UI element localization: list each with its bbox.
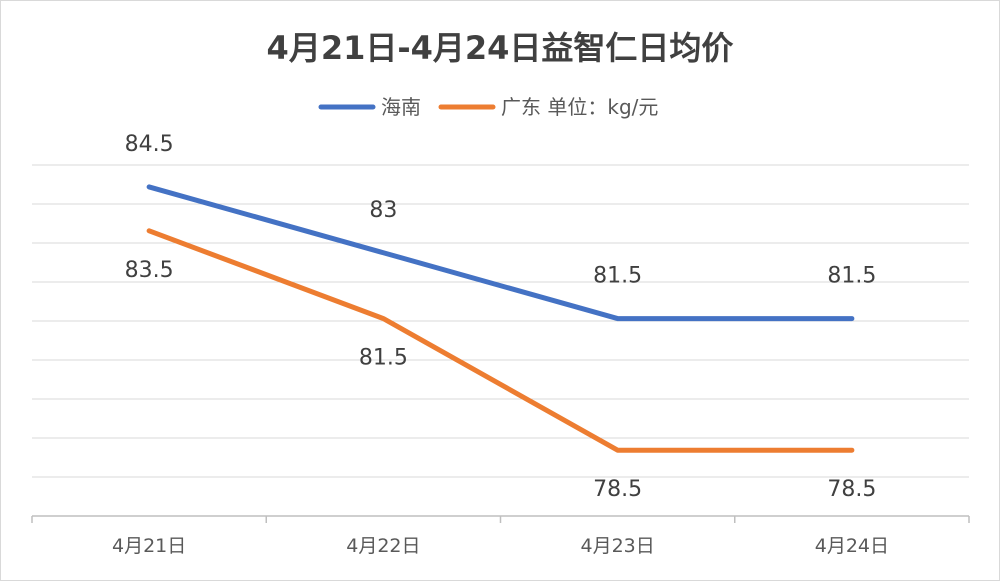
x-tick-label: 4月21日 [112, 535, 186, 557]
data-label: 81.5 [827, 264, 876, 289]
series-line-0 [146, 184, 855, 322]
x-tick-label: 4月24日 [815, 535, 889, 557]
x-axis: 4月21日 4月22日 4月23日 4月24日 [31, 515, 970, 557]
data-label: 84.5 [125, 132, 174, 157]
legend-label-0: 海南 [381, 95, 421, 119]
data-labels: 84.5 83 81.5 81.5 83.5 81.5 78.5 78.5 [125, 132, 877, 502]
gridlines [32, 164, 969, 478]
legend-label-1: 广东 单位：kg/元 [501, 95, 658, 119]
data-label: 78.5 [593, 477, 642, 502]
data-label: 78.5 [827, 477, 876, 502]
x-tick-label: 4月22日 [346, 535, 420, 557]
data-label: 83 [369, 198, 397, 223]
series-layer [146, 184, 855, 453]
chart-title: 4月21日-4月24日益智仁日均价 [267, 29, 734, 67]
data-label: 81.5 [593, 264, 642, 289]
data-label: 81.5 [359, 346, 408, 371]
x-tick-label: 4月23日 [580, 535, 654, 557]
legend: 海南 广东 单位：kg/元 [318, 95, 658, 119]
series-line-1 [146, 228, 855, 453]
data-label: 83.5 [125, 258, 174, 283]
